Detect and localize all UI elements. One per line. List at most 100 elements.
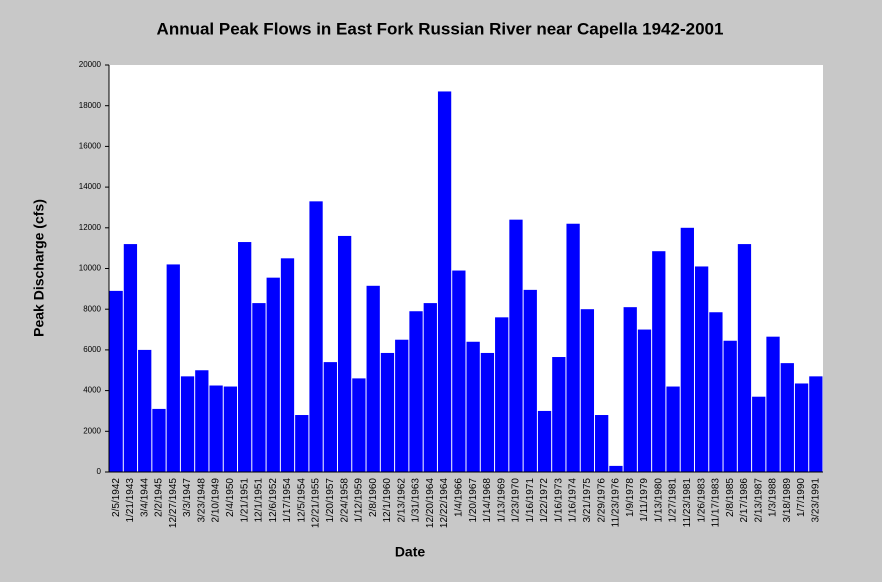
bar (495, 317, 509, 472)
bar (595, 415, 609, 472)
bar (223, 386, 238, 472)
x-tick-label: 3/3/1947 (182, 478, 193, 517)
bar (266, 277, 280, 472)
bar (209, 385, 223, 472)
bar (195, 370, 209, 472)
bar (452, 270, 466, 472)
bar (380, 352, 395, 472)
bar (123, 244, 138, 472)
x-tick-label: 2/24/1958 (339, 478, 350, 523)
x-tick-label: 2/8/1985 (725, 478, 736, 517)
x-tick-label: 1/7/1990 (796, 478, 807, 517)
x-tick-label: 1/17/1954 (282, 478, 293, 523)
y-tick-label: 16000 (79, 142, 102, 151)
y-tick-label: 2000 (83, 426, 101, 435)
bar (680, 227, 694, 472)
bar (509, 219, 523, 472)
bar (395, 339, 409, 472)
x-tick-label: 1/20/1967 (468, 478, 479, 523)
bar (652, 251, 666, 472)
y-tick-label: 10000 (79, 264, 102, 273)
x-tick-label: 1/11/1979 (639, 478, 650, 522)
bar (109, 290, 123, 472)
x-tick-label: 1/22/1972 (539, 478, 550, 523)
x-tick-label: 12/1/1960 (382, 478, 393, 523)
x-axis-label: Date (395, 544, 426, 560)
x-tick-label: 1/3/1988 (768, 478, 779, 517)
bar (280, 258, 295, 472)
x-tick-label: 3/4/1944 (139, 478, 150, 517)
bar (152, 408, 166, 472)
y-tick-label: 4000 (83, 386, 101, 395)
y-tick-label: 6000 (83, 345, 101, 354)
bar (794, 383, 809, 472)
x-tick-label: 1/21/1951 (239, 478, 250, 523)
bar (180, 376, 195, 472)
x-tick-label: 12/1/1951 (254, 478, 265, 523)
bar (752, 396, 766, 472)
x-tick-label: 1/13/1969 (496, 478, 507, 523)
x-tick-label: 2/13/1962 (396, 478, 407, 523)
bar (352, 378, 366, 472)
bar (709, 312, 723, 472)
x-tick-label: 3/23/1948 (196, 478, 207, 523)
y-tick-label: 14000 (79, 182, 102, 191)
bar (423, 303, 437, 472)
bar (409, 311, 423, 472)
bar (466, 341, 480, 472)
bar (552, 357, 566, 472)
x-tick-label: 2/5/1942 (111, 478, 122, 517)
y-tick-label: 0 (97, 467, 102, 476)
bar (252, 303, 266, 472)
bar (580, 309, 595, 472)
x-tick-label: 1/16/1974 (568, 478, 579, 523)
bar (666, 386, 680, 472)
bar (309, 201, 323, 472)
bar (566, 223, 580, 472)
x-tick-label: 1/12/1959 (354, 478, 365, 523)
bar (609, 465, 623, 472)
bar (780, 363, 794, 472)
bar (723, 340, 737, 472)
x-tick-label: 2/10/1949 (211, 478, 222, 523)
x-tick-label: 1/16/1971 (525, 478, 536, 523)
bar (238, 242, 252, 472)
bar (623, 307, 637, 472)
x-tick-label: 1/16/1973 (553, 478, 564, 523)
x-tick-label: 12/27/1945 (168, 478, 179, 528)
x-tick-label: 2/29/1976 (596, 478, 607, 523)
x-tick-label: 12/20/1964 (425, 478, 436, 528)
x-tick-label: 1/14/1968 (482, 478, 493, 523)
x-tick-label: 2/2/1945 (154, 478, 165, 517)
bar (337, 235, 352, 472)
bar (766, 336, 780, 472)
x-tick-label: 1/9/1978 (625, 478, 636, 517)
bar (637, 329, 652, 472)
x-tick-label: 1/20/1957 (325, 478, 336, 523)
x-tick-label: 3/23/1991 (811, 478, 822, 523)
x-tick-label: 2/17/1986 (739, 478, 750, 523)
bar (166, 264, 180, 472)
bar (694, 266, 709, 472)
x-tick-label: 12/5/1954 (296, 478, 307, 523)
chart-title: Annual Peak Flows in East Fork Russian R… (157, 19, 724, 38)
bar (138, 349, 152, 472)
x-tick-label: 1/21/1943 (125, 478, 136, 523)
x-tick-label: 1/27/1981 (668, 478, 679, 523)
x-tick-label: 12/6/1952 (268, 478, 279, 523)
bar (737, 244, 752, 472)
y-tick-label: 8000 (83, 304, 101, 313)
bar (480, 352, 495, 472)
bar (809, 376, 823, 472)
y-tick-label: 20000 (79, 60, 102, 69)
y-tick-label: 12000 (79, 223, 102, 232)
x-tick-label: 1/13/1980 (653, 478, 664, 523)
bar (366, 285, 380, 472)
x-tick-label: 11/23/1976 (611, 478, 622, 528)
y-axis-label: Peak Discharge (cfs) (31, 199, 47, 337)
x-tick-label: 3/18/1989 (782, 478, 793, 523)
x-tick-label: 1/31/1963 (411, 478, 422, 523)
bar (295, 415, 309, 472)
x-tick-label: 12/21/1955 (311, 478, 322, 528)
